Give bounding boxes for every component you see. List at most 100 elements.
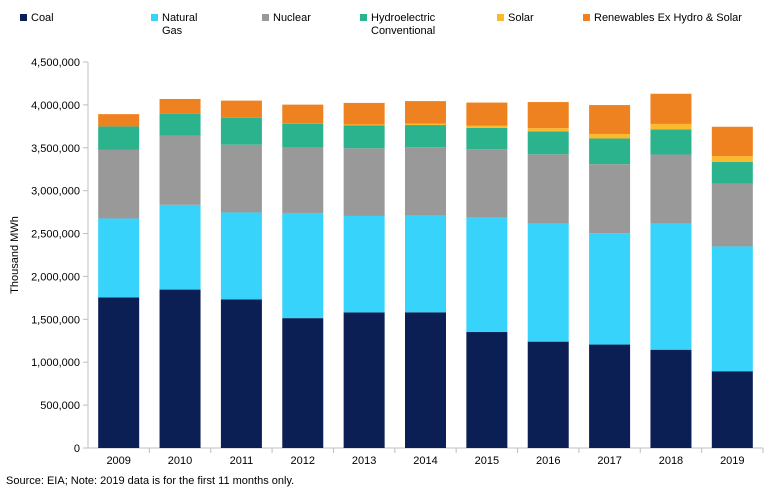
bar-hydroelectric-conventional-2017 <box>589 138 631 165</box>
bar-coal-2010 <box>159 289 201 448</box>
bar-solar-2018 <box>650 123 692 130</box>
x-tick-label-2011: 2011 <box>230 455 254 467</box>
bar-renewables-ex-hydro-and-solar-2013 <box>343 102 385 125</box>
legend-swatch-nuclear <box>262 14 269 21</box>
bar-hydroelectric-conventional-2011 <box>220 117 262 145</box>
legend-label-line: Conventional <box>371 25 435 37</box>
bar-nuclear-2010 <box>159 135 201 205</box>
bar-coal-2017 <box>589 344 631 448</box>
legend-swatch-natural-gas <box>151 14 158 21</box>
legend-swatch-coal <box>20 14 27 21</box>
bar-natural-gas-2015 <box>466 217 508 333</box>
bar-nuclear-2009 <box>98 149 140 219</box>
bar-coal-2019 <box>711 371 753 448</box>
y-tick-label: 2,000,000 <box>31 271 80 283</box>
legend-label-line: Coal <box>31 12 54 24</box>
bar-hydroelectric-conventional-2019 <box>711 161 753 184</box>
bar-nuclear-2012 <box>282 147 324 213</box>
bar-nuclear-2017 <box>589 164 631 234</box>
bar-hydroelectric-conventional-2012 <box>282 123 324 148</box>
legend-label-solar: Solar <box>508 12 534 24</box>
y-axis-title: Thousand MWh <box>9 216 21 294</box>
bar-coal-2013 <box>343 312 385 448</box>
bar-hydroelectric-conventional-2018 <box>650 129 692 155</box>
y-tick-label: 4,500,000 <box>31 57 80 69</box>
bar-coal-2014 <box>405 312 446 448</box>
bar-renewables-ex-hydro-and-solar-2018 <box>650 93 692 124</box>
bar-renewables-ex-hydro-and-solar-2012 <box>282 104 324 123</box>
y-tick-label: 3,500,000 <box>31 143 80 155</box>
legend-label-line: Renewables Ex Hydro & Solar <box>594 12 742 24</box>
bar-renewables-ex-hydro-and-solar-2016 <box>527 102 569 129</box>
bar-hydroelectric-conventional-2010 <box>159 113 201 136</box>
bar-natural-gas-2019 <box>711 246 753 372</box>
legend-label-nuclear: Nuclear <box>273 12 311 24</box>
legend-label-hydroelectric-conventional: Hydroelectric Conventional <box>371 12 436 37</box>
legend-label-coal: Coal <box>31 12 54 24</box>
bar-solar-2015 <box>466 125 508 128</box>
bar-natural-gas-2012 <box>282 212 324 319</box>
bar-renewables-ex-hydro-and-solar-2019 <box>711 126 753 157</box>
legend-swatch-hydroelectric-conventional <box>360 14 367 21</box>
bar-renewables-ex-hydro-and-solar-2011 <box>220 100 262 118</box>
x-tick-label-2018: 2018 <box>659 455 683 467</box>
x-tick-label-2016: 2016 <box>536 455 560 467</box>
bar-natural-gas-2014 <box>405 215 446 313</box>
y-tick-label: 3,000,000 <box>31 186 80 198</box>
bar-nuclear-2018 <box>650 154 692 224</box>
bar-solar-2017 <box>589 133 631 139</box>
bar-natural-gas-2018 <box>650 223 692 350</box>
x-tick-label-2014: 2014 <box>413 455 437 467</box>
bar-natural-gas-2016 <box>527 223 569 342</box>
bar-coal-2015 <box>466 332 508 448</box>
bar-nuclear-2016 <box>527 154 569 224</box>
chart-canvas: 0 500,000 1,000,000 1,500,000 2,000,000 2,500… <box>9 12 764 467</box>
x-tick-label-2010: 2010 <box>168 455 192 467</box>
legend-swatch-solar <box>497 14 504 21</box>
bar-coal-2016 <box>527 341 569 448</box>
bar-renewables-ex-hydro-and-solar-2010 <box>159 98 201 114</box>
bar-hydroelectric-conventional-2013 <box>343 125 385 149</box>
bar-natural-gas-2011 <box>220 212 262 300</box>
bar-coal-2009 <box>98 297 140 448</box>
y-tick-label: 0 <box>74 443 80 455</box>
bar-renewables-ex-hydro-and-solar-2014 <box>405 101 446 124</box>
bar-nuclear-2015 <box>466 149 508 218</box>
bar-renewables-ex-hydro-and-solar-2015 <box>466 102 508 126</box>
legend-label-renewables-ex-hydro-and-solar: Renewables Ex Hydro & Solar <box>594 12 742 24</box>
bar-natural-gas-2009 <box>98 218 140 298</box>
bar-hydroelectric-conventional-2015 <box>466 127 508 150</box>
bar-nuclear-2013 <box>343 148 385 216</box>
x-tick-label-2017: 2017 <box>597 455 621 467</box>
y-tick-label: 1,000,000 <box>31 357 80 369</box>
bar-natural-gas-2010 <box>159 204 201 290</box>
bar-solar-2019 <box>711 156 753 162</box>
bar-coal-2011 <box>220 299 262 448</box>
bar-hydroelectric-conventional-2016 <box>527 131 569 155</box>
bar-natural-gas-2017 <box>589 233 631 345</box>
x-tick-label-2013: 2013 <box>352 455 376 467</box>
bar-coal-2018 <box>650 349 692 448</box>
x-tick-label-2012: 2012 <box>291 455 315 467</box>
x-tick-label-2009: 2009 <box>106 455 130 467</box>
y-tick-label: 2,500,000 <box>31 229 80 241</box>
y-tick-label: 1,500,000 <box>31 314 80 326</box>
bar-nuclear-2011 <box>220 144 262 213</box>
bar-natural-gas-2013 <box>343 215 385 313</box>
x-tick-label-2015: 2015 <box>475 455 499 467</box>
bar-hydroelectric-conventional-2009 <box>98 126 140 150</box>
source-note: Source: EIA; Note: 2019 data is for the … <box>6 475 295 487</box>
bar-renewables-ex-hydro-and-solar-2009 <box>98 114 140 127</box>
legend-swatch-renewables-ex-hydro-and-solar <box>583 14 590 21</box>
bar-solar-2014 <box>405 123 446 126</box>
bar-solar-2013 <box>343 124 385 126</box>
legend-label-natural-gas: Natural Gas <box>162 12 197 37</box>
bar-solar-2016 <box>527 128 569 132</box>
bar-hydroelectric-conventional-2014 <box>405 125 446 148</box>
legend-label-line: Natural <box>162 12 197 24</box>
bar-nuclear-2014 <box>405 147 446 216</box>
bar-coal-2012 <box>282 318 324 448</box>
bar-renewables-ex-hydro-and-solar-2017 <box>589 105 631 134</box>
bar-nuclear-2019 <box>711 183 753 247</box>
